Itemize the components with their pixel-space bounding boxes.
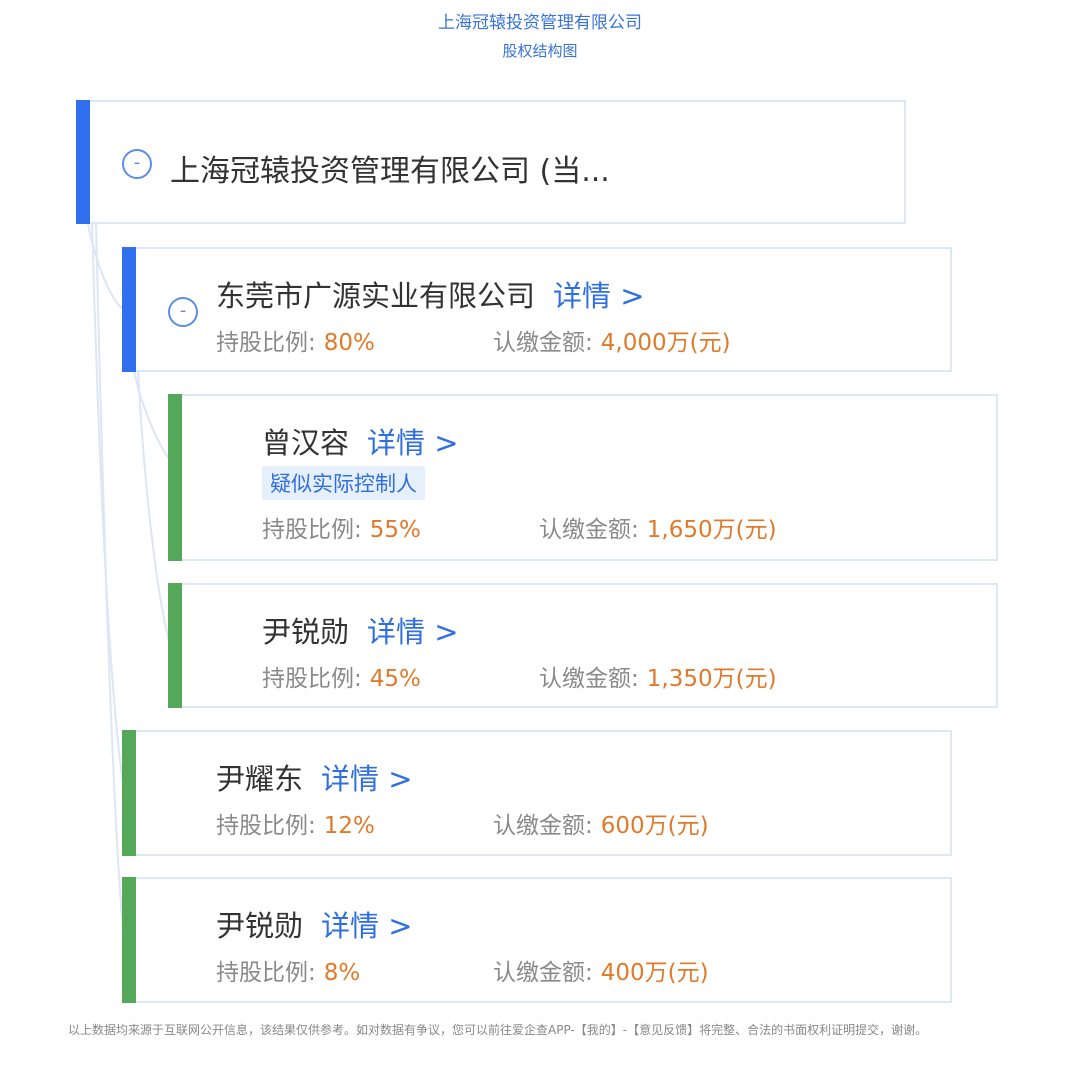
amount-label: 认缴金额: — [493, 960, 593, 986]
ratio-label: 持股比例: — [216, 330, 316, 356]
shareholder-name: 尹锐勋 — [216, 909, 304, 943]
ratio-label: 持股比例: — [216, 813, 316, 839]
ratio-value: 12% — [323, 813, 375, 839]
ratio-label: 持股比例: — [262, 517, 362, 543]
amount-label: 认缴金额: — [493, 813, 593, 839]
amount-value: 600万(元) — [600, 813, 709, 839]
card-accent-bar — [76, 100, 90, 224]
header-company: 上海冠辕投资管理有限公司 — [438, 13, 642, 33]
amount-value: 4,000万(元) — [600, 330, 731, 356]
amount-value: 400万(元) — [600, 960, 709, 986]
detail-link[interactable]: 详情 > — [367, 426, 459, 460]
shareholder-name: 东莞市广源实业有限公司 — [216, 279, 536, 313]
amount-value: 1,650万(元) — [646, 517, 777, 543]
header-subtitle: 股权结构图 — [502, 42, 578, 60]
ratio-label: 持股比例: — [216, 960, 316, 986]
disclaimer-footer: 以上数据均来源于互联网公开信息，该结果仅供参考。如对数据有争议，您可以前往爱企查… — [68, 1023, 928, 1037]
root-company-card[interactable]: - 上海冠辕投资管理有限公司 (当... — [76, 100, 906, 224]
amount-value: 1,350万(元) — [646, 666, 777, 692]
card-accent-bar — [122, 730, 136, 856]
actual-controller-badge: 疑似实际控制人 — [262, 466, 425, 500]
shareholder-name: 曾汉容 — [262, 426, 350, 460]
amount-label: 认缴金额: — [493, 330, 593, 356]
card-accent-bar — [122, 877, 136, 1003]
ratio-value: 80% — [323, 330, 375, 356]
ratio-value: 45% — [369, 666, 421, 692]
shareholder-card: 尹锐勋 详情 > 持股比例: 8% 认缴金额: 400万(元) — [122, 877, 952, 1003]
amount-label: 认缴金额: — [539, 517, 639, 543]
detail-link[interactable]: 详情 > — [321, 762, 413, 796]
detail-link[interactable]: 详情 > — [321, 909, 413, 943]
ratio-value: 55% — [369, 517, 421, 543]
card-accent-bar — [168, 394, 182, 561]
detail-link[interactable]: 详情 > — [553, 279, 645, 313]
detail-link[interactable]: 详情 > — [367, 615, 459, 649]
shareholder-card: 尹耀东 详情 > 持股比例: 12% 认缴金额: 600万(元) — [122, 730, 952, 856]
collapse-icon[interactable]: - — [122, 149, 152, 179]
ratio-value: 8% — [323, 960, 361, 986]
shareholder-card: 尹锐勋 详情 > 持股比例: 45% 认缴金额: 1,350万(元) — [168, 583, 998, 708]
shareholder-name: 尹耀东 — [216, 762, 304, 796]
collapse-icon[interactable]: - — [168, 297, 198, 327]
shareholder-name: 尹锐勋 — [262, 615, 350, 649]
shareholder-card: 曾汉容 详情 > 疑似实际控制人 持股比例: 55% 认缴金额: 1,650万(元) — [168, 394, 998, 561]
amount-label: 认缴金额: — [539, 666, 639, 692]
ratio-label: 持股比例: — [262, 666, 362, 692]
card-accent-bar — [168, 583, 182, 708]
root-company-name: 上海冠辕投资管理有限公司 (当... — [170, 154, 610, 189]
shareholder-card: - 东莞市广源实业有限公司 详情 > 持股比例: 80% 认缴金额: 4,000万(元… — [122, 247, 952, 372]
card-accent-bar — [122, 247, 136, 372]
